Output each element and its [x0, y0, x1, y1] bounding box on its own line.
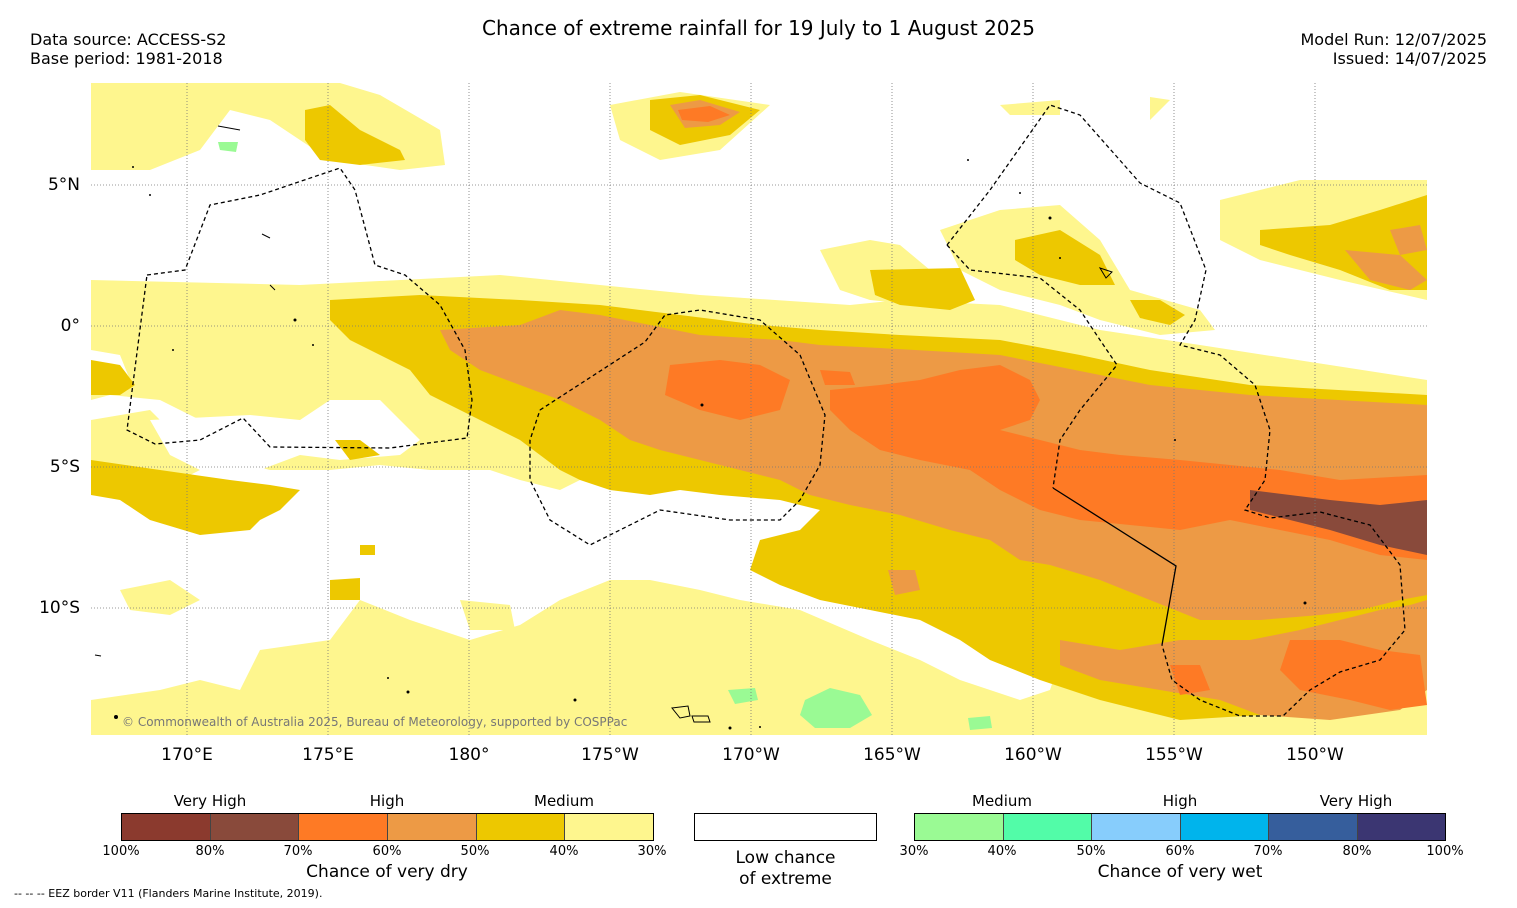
wet-swatch: [1269, 814, 1358, 840]
lat-label-10s: 10°S: [39, 598, 80, 618]
model-run: Model Run: 12/07/2025: [1300, 30, 1488, 49]
lon-label-180: 180°: [448, 745, 490, 765]
lon-label-175w: 175°W: [581, 745, 639, 765]
wet-tick: 100%: [1426, 844, 1464, 859]
wet-swatch: [1003, 814, 1092, 840]
low-chance-caption-2: of extreme: [739, 869, 832, 889]
lat-label-5n: 5°N: [47, 175, 80, 195]
wet-category-medium: Medium: [972, 792, 1032, 810]
dry-colorbar: [121, 813, 654, 841]
wet-tick: 40%: [987, 844, 1017, 859]
dry-80-100-region: [1250, 490, 1427, 555]
eez-note: -- -- -- EEZ border V11 (Flanders Marine…: [14, 887, 323, 900]
dry-tick: 30%: [637, 844, 667, 859]
lat-label-0: 0°: [60, 316, 80, 336]
islands: [94, 125, 1113, 723]
wet-swatch: [915, 814, 1004, 840]
dry-swatch: [210, 814, 300, 840]
dry-tick: 70%: [283, 844, 313, 859]
wet-colorbar: [914, 813, 1446, 841]
wet-30-40-region: [218, 142, 992, 730]
dry-swatch: [122, 814, 211, 840]
dry-category-medium: Medium: [534, 792, 594, 810]
lon-label-175e: 175°E: [302, 745, 354, 765]
dry-category-very-high: Very High: [173, 792, 247, 810]
dry-swatch: [565, 814, 654, 840]
dry-swatch: [388, 814, 477, 840]
dry-tick: 80%: [195, 844, 225, 859]
issued-date: Issued: 14/07/2025: [1332, 49, 1487, 68]
base-period: Base period: 1981-2018: [30, 49, 223, 68]
lon-label-170e: 170°E: [161, 745, 213, 765]
lon-label-150w: 150°W: [1286, 745, 1344, 765]
dry-swatch: [476, 814, 566, 840]
wet-category-high: High: [1162, 792, 1198, 810]
dry-tick: 100%: [102, 844, 140, 859]
lon-label-160w: 160°W: [1004, 745, 1062, 765]
map-title: Chance of extreme rainfall for 19 July t…: [482, 16, 1035, 40]
dry-tick: 50%: [460, 844, 490, 859]
wet-tick: 50%: [1076, 844, 1106, 859]
low-chance-swatch: [694, 813, 877, 841]
lat-label-5s: 5°S: [49, 457, 80, 477]
wet-tick: 60%: [1165, 844, 1195, 859]
copyright-notice: © Commonwealth of Australia 2025, Bureau…: [122, 715, 628, 729]
wet-caption: Chance of very wet: [1097, 862, 1263, 882]
dry-swatch: [299, 814, 389, 840]
lon-label-165w: 165°W: [863, 745, 921, 765]
dry-caption: Chance of very dry: [306, 862, 468, 882]
data-source: Data source: ACCESS-S2: [30, 30, 227, 49]
wet-swatch: [1180, 814, 1269, 840]
wet-tick: 80%: [1342, 844, 1372, 859]
wet-tick: 70%: [1253, 844, 1283, 859]
wet-tick: 30%: [899, 844, 929, 859]
eez-borders: [126, 104, 1406, 717]
low-chance-caption-1: Low chance: [735, 848, 836, 868]
wet-swatch: [1092, 814, 1181, 840]
dry-tick: 60%: [372, 844, 402, 859]
wet-category-very-high: Very High: [1319, 792, 1393, 810]
lon-label-170w: 170°W: [722, 745, 780, 765]
dry-tick: 40%: [549, 844, 579, 859]
dry-category-high: High: [369, 792, 405, 810]
rainfall-map: [91, 83, 1427, 735]
lon-label-155w: 155°W: [1145, 745, 1203, 765]
wet-swatch: [1357, 814, 1445, 840]
